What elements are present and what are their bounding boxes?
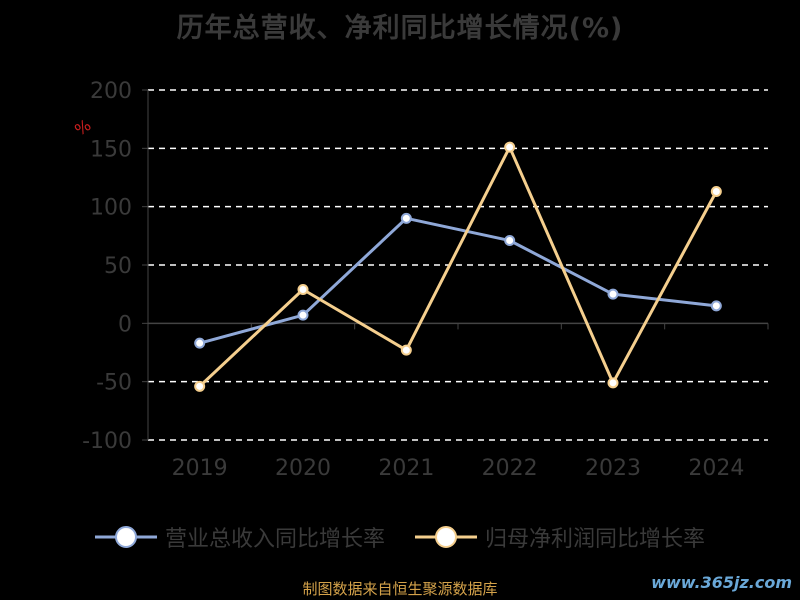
data-point-0 [297, 309, 309, 321]
series-line-0 [199, 216, 717, 345]
data-point-1 [607, 377, 619, 389]
y-axis-label: % [71, 115, 94, 139]
series-line-1 [198, 145, 718, 388]
x-tick-label: 2022 [482, 456, 538, 481]
legend-item-profit[interactable]: 归母净利润同比增长率 [415, 521, 705, 553]
y-tick-label: -100 [82, 429, 132, 454]
chart-title: 历年总营收、净利同比增长情况(%) [176, 13, 624, 44]
legend-item-revenue[interactable]: 营业总收入同比增长率 [94, 521, 385, 553]
data-point-0 [504, 235, 516, 246]
data-point-1 [400, 344, 412, 356]
y-tick-label: 100 [90, 196, 132, 221]
y-tick-label: 150 [90, 137, 132, 162]
x-tick-label: 2023 [585, 456, 641, 481]
x-tick-label: 2021 [378, 456, 434, 481]
x-tick-label: 2024 [688, 456, 744, 481]
y-tick-label: 200 [90, 79, 132, 104]
y-tick-label: 0 [118, 312, 132, 337]
data-point-0 [710, 300, 722, 312]
y-tick-label: 50 [104, 254, 132, 279]
legend-marker-profit [415, 526, 477, 548]
data-point-1 [297, 284, 309, 295]
watermark-logo: www.365jz.com [651, 573, 792, 592]
y-tick-label: -50 [96, 371, 132, 396]
x-tick-label: 2019 [172, 456, 228, 481]
x-tick-label: 2020 [275, 456, 331, 481]
legend-marker-revenue [94, 526, 157, 548]
data-point-1 [710, 186, 722, 197]
data-point-1 [504, 141, 516, 153]
legend-label-profit: 归母净利润同比增长率 [485, 527, 706, 552]
legend-label-revenue: 营业总收入同比增长率 [164, 527, 385, 552]
data-point-0 [194, 337, 206, 349]
data-point-0 [400, 212, 412, 224]
chart-legend: 营业总收入同比增长率 归母净利润同比增长率 [0, 520, 800, 554]
data-source-note: 制图数据来自恒生聚源数据库 [302, 580, 498, 598]
data-point-0 [607, 288, 619, 300]
data-point-1 [194, 380, 206, 392]
